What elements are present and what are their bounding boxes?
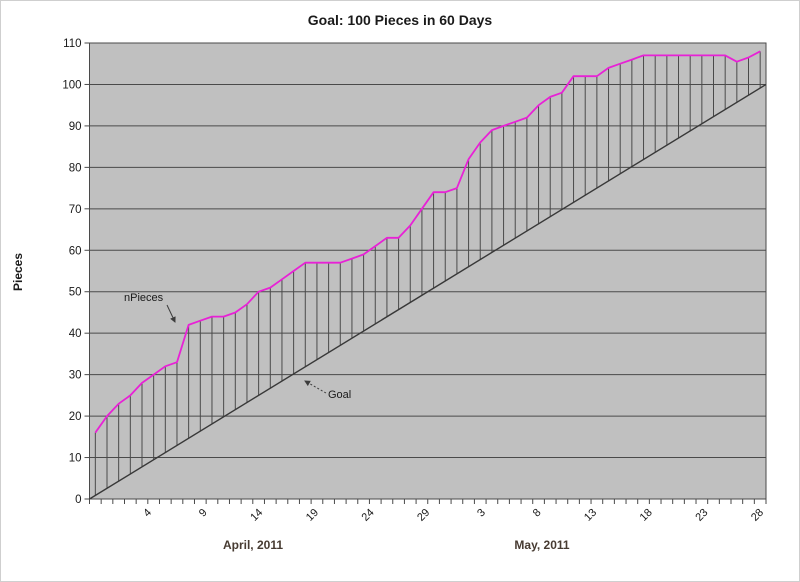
x-tick-label: 28 bbox=[749, 507, 766, 524]
y-tick-label: 90 bbox=[69, 121, 82, 133]
x-tick-label: 13 bbox=[582, 507, 599, 524]
annotation-goal-arrow bbox=[304, 380, 327, 394]
y-tick-label: 40 bbox=[69, 328, 82, 340]
x-tick-label: 19 bbox=[304, 507, 321, 524]
x-tick-label: 23 bbox=[693, 507, 710, 524]
plot-area[interactable] bbox=[89, 42, 767, 500]
y-tick-label: 0 bbox=[75, 494, 81, 506]
x-tick-label: 4 bbox=[141, 507, 154, 520]
y-tick-label: 70 bbox=[69, 204, 82, 216]
x-tick-label: 18 bbox=[638, 507, 655, 524]
y-tick-label: 50 bbox=[69, 287, 82, 299]
y-tick-label: 80 bbox=[69, 162, 82, 174]
annotation-npieces-label: nPieces bbox=[124, 292, 164, 304]
y-tick-label: 60 bbox=[69, 245, 82, 257]
y-tick-label: 10 bbox=[69, 453, 82, 465]
y-tick-label: 30 bbox=[69, 370, 82, 382]
series-goal-line[interactable] bbox=[89, 83, 767, 500]
y-tick-label: 20 bbox=[69, 411, 82, 423]
x-tick-label: 14 bbox=[248, 507, 265, 524]
x-tick-label: 9 bbox=[197, 507, 210, 520]
x-tick-label: 29 bbox=[415, 507, 432, 524]
x-axis-month-may: May, 2011 bbox=[514, 538, 570, 552]
y-axis-title: Pieces bbox=[11, 252, 25, 292]
x-axis-month-april: April, 2011 bbox=[222, 538, 284, 552]
y-tick-label: 100 bbox=[62, 79, 81, 91]
chart-title: Goal: 100 Pieces in 60 Days bbox=[307, 12, 493, 28]
x-tick-label: 8 bbox=[531, 507, 544, 520]
series-npieces-line[interactable] bbox=[94, 50, 761, 434]
annotation-npieces-arrow bbox=[166, 304, 176, 323]
x-tick-label: 24 bbox=[360, 507, 377, 524]
x-tick-label: 3 bbox=[475, 507, 488, 520]
y-tick-label: 110 bbox=[63, 38, 81, 50]
annotation-goal-label: Goal bbox=[328, 389, 352, 401]
